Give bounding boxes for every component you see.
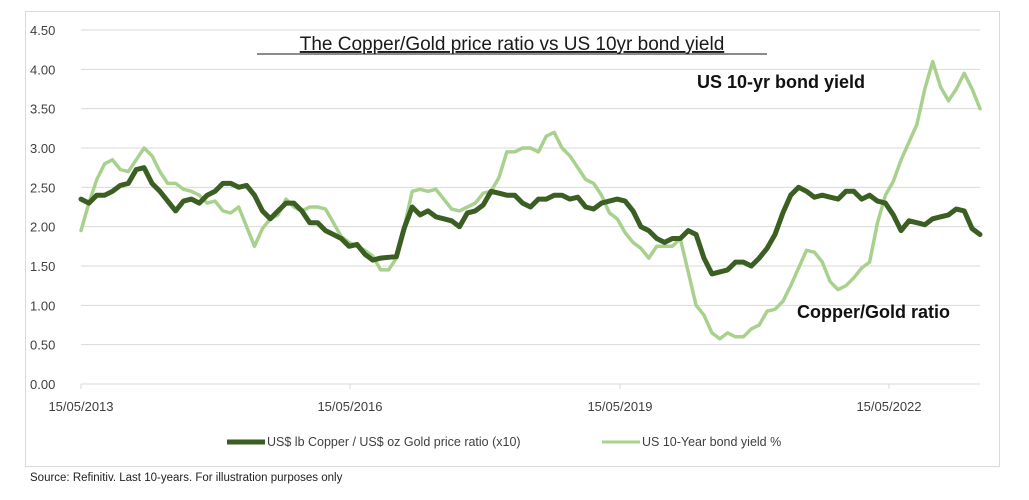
y-tick-label: 3.50: [30, 102, 55, 117]
annotation-copper-gold: Copper/Gold ratio: [797, 302, 950, 322]
x-axis: 15/05/2013 15/05/2016 15/05/2019 15/05/2022: [48, 384, 922, 414]
y-tick-label: 1.00: [30, 298, 55, 313]
series-lines: [78, 59, 983, 341]
y-tick-label: 2.50: [30, 180, 55, 195]
legend-label-ratio: US$ lb Copper / US$ oz Gold price ratio …: [267, 435, 521, 449]
x-tick-label: 15/05/2016: [317, 399, 382, 414]
source-note: Source: Refinitiv. Last 10-years. For il…: [30, 472, 343, 484]
y-tick-label: 4.50: [30, 23, 55, 38]
chart-frame: [25, 11, 1000, 467]
y-tick-label: 3.00: [30, 141, 55, 156]
x-tick-label: 15/05/2019: [587, 399, 652, 414]
y-tick-label: 2.00: [30, 220, 55, 235]
gridlines: [81, 29, 980, 385]
y-tick-label: 0.50: [30, 338, 55, 353]
y-tick-label: 0.00: [30, 377, 55, 392]
x-tick-label: 15/05/2022: [856, 399, 921, 414]
chart-title: The Copper/Gold price ratio vs US 10yr b…: [300, 34, 725, 55]
series-line-us-10yr-yield: [79, 59, 982, 341]
legend-label-yield: US 10-Year bond yield %: [642, 435, 781, 449]
annotation-bond-yield: US 10-yr bond yield: [697, 72, 865, 92]
legend: US$ lb Copper / US$ oz Gold price ratio …: [227, 435, 781, 449]
y-tick-label: 4.00: [30, 62, 55, 77]
series-line-copper-gold-ratio: [78, 165, 983, 277]
x-tick-label: 15/05/2013: [48, 399, 113, 414]
y-axis-ticks: 0.00 0.50 1.00 1.50 2.00 2.50 3.00 3.50 4.00 4.50: [30, 23, 55, 392]
y-tick-label: 1.50: [30, 259, 55, 274]
